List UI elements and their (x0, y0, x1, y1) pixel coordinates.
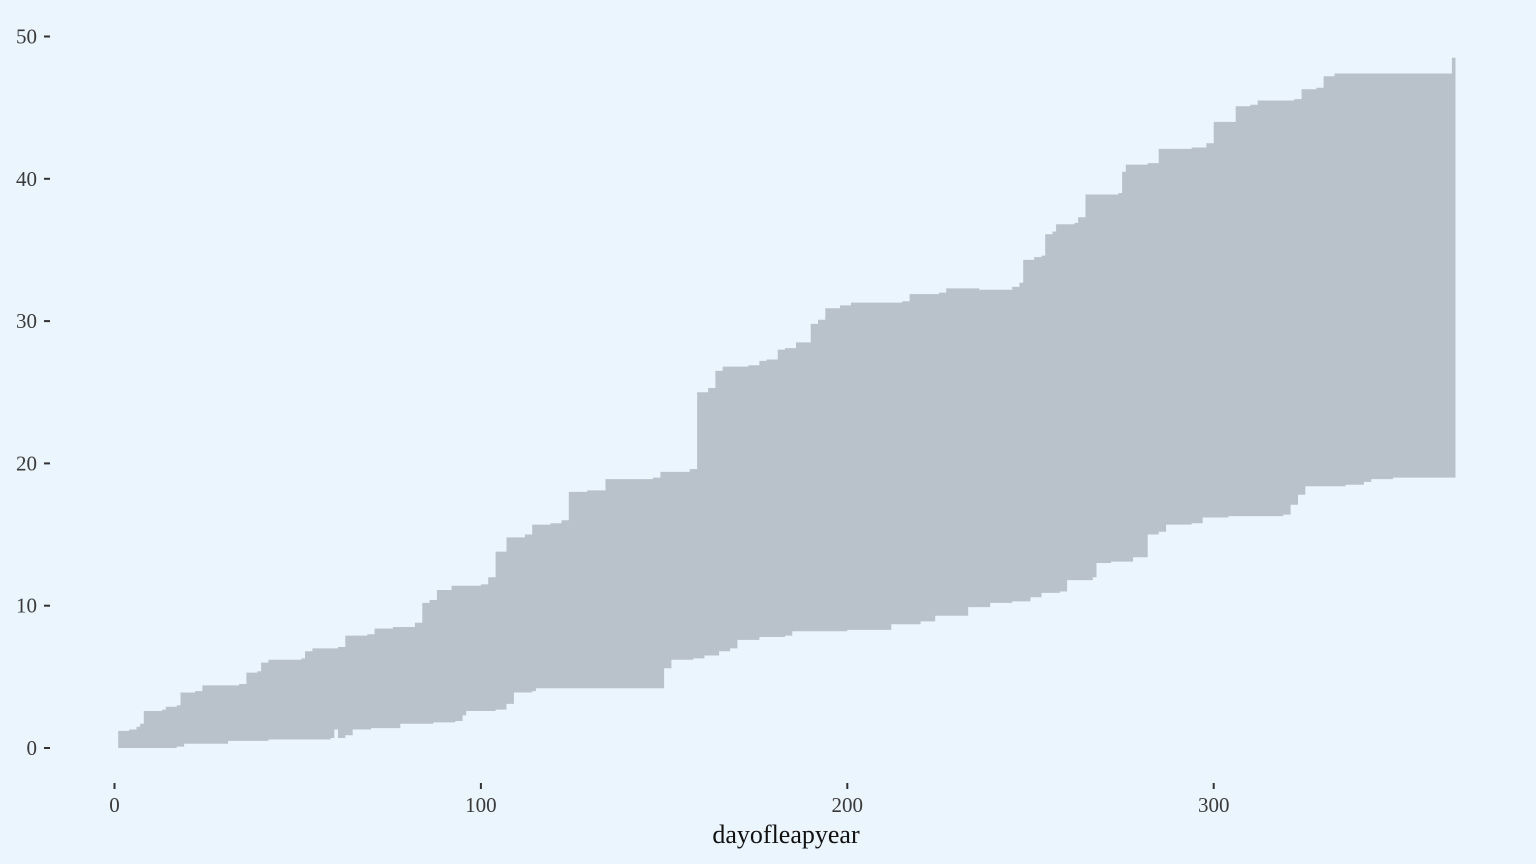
y-tick-label: 30 (16, 309, 37, 333)
x-axis: 0 100 200 300 (109, 783, 1229, 817)
y-tick-label: 20 (16, 451, 37, 475)
y-tick-label: 50 (16, 25, 37, 49)
y-tick-label: 10 (16, 594, 37, 618)
ribbon-area (118, 50, 1456, 748)
y-axis: 0 10 20 30 40 50 (16, 25, 50, 760)
y-tick-label: 0 (27, 736, 38, 760)
x-tick-label: 0 (109, 793, 120, 817)
x-tick-label: 300 (1198, 793, 1230, 817)
x-tick-label: 200 (832, 793, 864, 817)
x-tick-label: 100 (465, 793, 497, 817)
y-tick-label: 40 (16, 167, 37, 191)
x-axis-title: dayofleapyear (712, 820, 860, 849)
